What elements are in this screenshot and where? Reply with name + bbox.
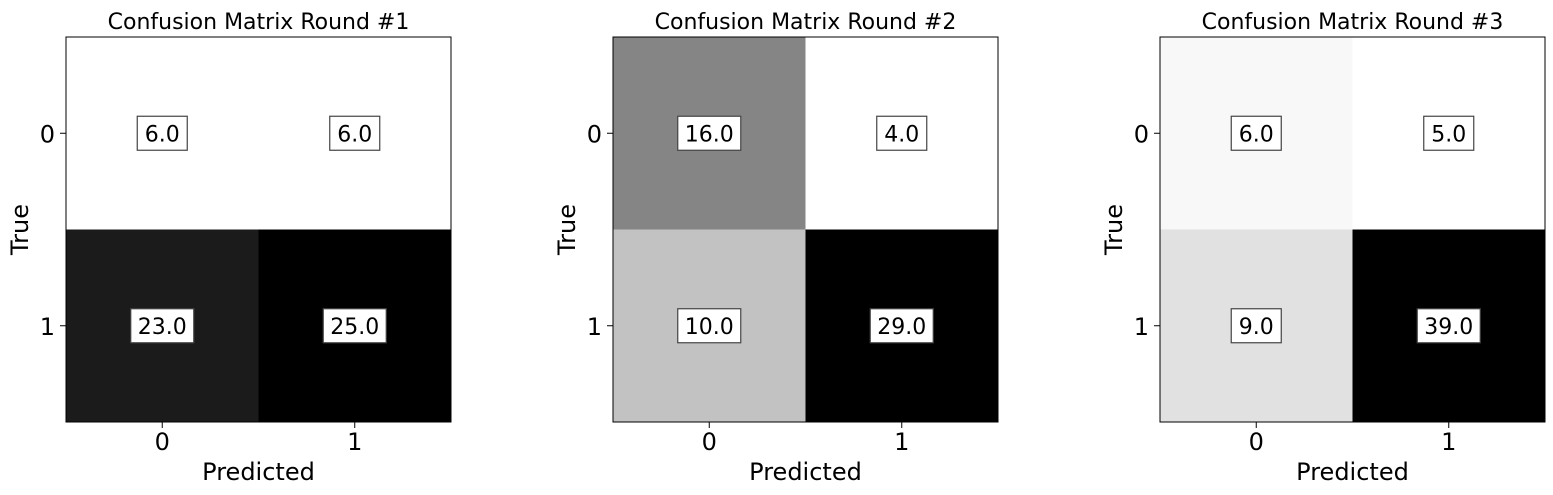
cell-label-box [329,115,381,151]
cell-label-box [677,308,742,344]
y-tick-label: 0 [1134,120,1149,148]
x-tick-label: 1 [347,428,362,456]
axes-frame [65,36,452,423]
x-tick-label: 1 [1441,428,1456,456]
x-tick-label: 0 [155,428,170,456]
cell-value-label: 10.0 [685,315,734,340]
x-tick-label: 0 [1249,428,1264,456]
chart-title: Confusion Matrix Round #2 [655,10,957,35]
cell-label-box [322,308,387,344]
x-tick-label: 0 [702,428,717,456]
cell-value-label: 6.0 [337,122,372,147]
cell-value-label: 25.0 [330,315,379,340]
cell-value-label: 6.0 [1239,122,1274,147]
y-tick-label: 1 [1134,313,1149,341]
cell-value-label: 23.0 [138,315,187,340]
y-tick-label: 0 [40,120,55,148]
chart-panel-3: 6.0 5.0 9.0 39.0 Confusion Matrix Round #3 0 1… [1100,10,1546,486]
cell-label-box [1230,308,1282,344]
y-axis-label: True [1100,204,1128,256]
x-axis-label: Predicted [202,458,315,486]
cell-label-box [136,115,188,151]
chart-panel-2: 16.0 4.0 10.0 29.0 Confusion Matrix Round #2… [553,10,999,486]
cell-label-box [1423,115,1475,151]
cell-label-box [1230,115,1282,151]
cell-value-label: 16.0 [685,122,734,147]
y-tick-label: 0 [587,120,602,148]
x-axis-label: Predicted [1296,458,1409,486]
y-tick-label: 1 [587,313,602,341]
cell-value-label: 39.0 [1424,315,1473,340]
cell-label-box [869,308,934,344]
cell-label-box [677,115,742,151]
chart-title: Confusion Matrix Round #1 [108,10,410,35]
cell-label-box [1416,308,1481,344]
cell-label-box [876,115,928,151]
chart-panel-1: 6.0 6.0 23.0 25.0 Confusion Matrix Round #1 0… [6,10,452,486]
cell-value-label: 5.0 [1431,122,1466,147]
cell-value-label: 29.0 [877,315,926,340]
x-tick-label: 1 [894,428,909,456]
y-tick-label: 1 [40,313,55,341]
cell-label-box [130,308,195,344]
x-axis-label: Predicted [749,458,862,486]
axes-frame [1159,36,1546,423]
y-axis-label: True [6,204,34,256]
chart-title: Confusion Matrix Round #3 [1202,10,1504,35]
y-axis-label: True [553,204,581,256]
axes-frame [612,36,999,423]
cell-value-label: 4.0 [884,122,919,147]
cell-value-label: 6.0 [145,122,180,147]
cell-value-label: 9.0 [1239,315,1274,340]
